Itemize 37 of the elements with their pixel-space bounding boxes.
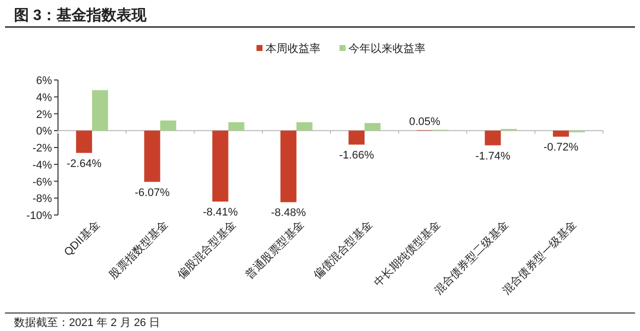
y-tick-label: 0%: [36, 126, 52, 138]
legend-label: 今年以来收益率: [348, 42, 426, 55]
bar: [296, 122, 312, 131]
x-tick-label: 股票指数型基金: [106, 218, 170, 282]
x-tick-label: 偏股混合型基金: [174, 218, 238, 282]
x-tick-label: 普通股票型基金: [242, 218, 307, 282]
bar: [280, 130, 296, 202]
bar: [92, 90, 108, 131]
data-label: -2.64%: [66, 158, 102, 170]
y-tick-label: 6%: [36, 75, 52, 87]
data-label: -1.66%: [339, 150, 374, 162]
bar: [212, 130, 228, 202]
bar: [228, 122, 244, 131]
y-tick-label: -6%: [32, 176, 52, 188]
chart-title: 图 3：基金指数表现: [14, 7, 148, 24]
data-label: -8.48%: [271, 207, 306, 220]
data-label: -0.72%: [544, 142, 579, 154]
data-label: -6.07%: [134, 186, 170, 199]
data-label: 0.05%: [409, 116, 440, 128]
bar: [348, 130, 365, 145]
bar: [76, 130, 92, 153]
text: 数据截至：2021 年 2 月 26 日: [14, 316, 160, 329]
y-tick-label: -10%: [26, 210, 52, 222]
data-label: -1.74%: [475, 150, 510, 162]
bar: [160, 120, 176, 131]
bar: [552, 130, 569, 137]
y-tick-label: -8%: [32, 193, 52, 206]
legend-label: 本周收益率: [266, 42, 320, 55]
x-tick-label: 偏债混合型基金: [311, 218, 375, 282]
y-tick-label: -2%: [32, 142, 52, 154]
y-tick-label: -4%: [32, 159, 52, 172]
y-tick-label: 2%: [36, 108, 52, 121]
bar: [144, 130, 160, 182]
data-label: -8.41%: [202, 206, 238, 219]
y-tick-label: 4%: [36, 92, 52, 104]
bar: [364, 123, 381, 131]
bar: [484, 130, 501, 146]
